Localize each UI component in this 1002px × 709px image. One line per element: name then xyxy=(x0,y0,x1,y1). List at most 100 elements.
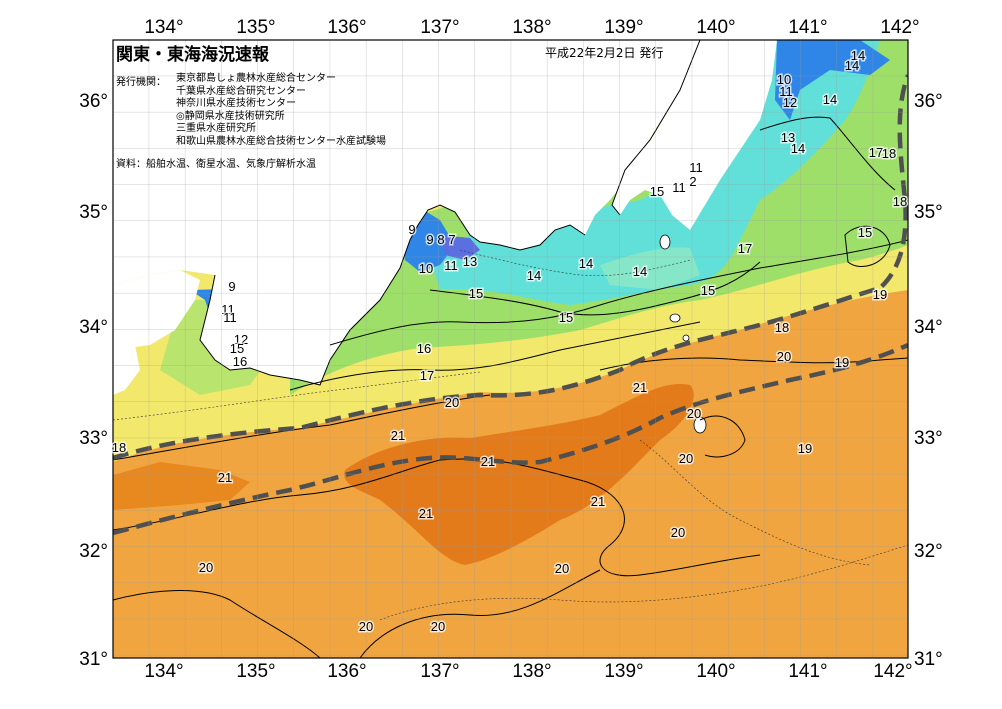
lon-label-138-bottom: 138° xyxy=(512,661,551,682)
map-title: 関東・東海海況速報 xyxy=(116,45,269,65)
isotherm-label: 12 xyxy=(783,95,797,110)
lat-label-31: 31° xyxy=(79,649,108,670)
lon-label-141-bottom: 141° xyxy=(788,661,827,682)
isotherm-label: 11 xyxy=(223,310,237,325)
lat-label-31-right: 31° xyxy=(914,649,943,670)
isotherm-label: 20 xyxy=(359,619,373,634)
isotherm-label: 14 xyxy=(633,264,647,279)
issuer-item: 神奈川県水産技術センター xyxy=(176,98,296,110)
issue-date: 平成22年2月2日 発行 xyxy=(545,46,664,60)
isotherm-label: 18 xyxy=(112,440,126,455)
issuer-item: 千葉県水産総合研究センター xyxy=(176,85,306,97)
lon-label-135-bottom: 135° xyxy=(236,661,275,682)
lon-labels-bottom: 134° 135° 136° 137° 138° 139° 140° 141° … xyxy=(144,661,912,682)
isotherm-label: 20 xyxy=(199,560,213,575)
lat-label-35-right: 35° xyxy=(914,202,943,223)
lat-labels-right: 36° 35° 34° 33° 32° 31° xyxy=(914,91,943,670)
data-source: 資料：船舶水温、衛星水温、気象庁解析水温 xyxy=(116,159,316,170)
isotherm-label: 11 xyxy=(689,160,703,175)
lon-label-139: 139° xyxy=(604,17,643,38)
isotherm-label: 21 xyxy=(391,428,405,443)
isotherm-label: 15 xyxy=(230,341,244,356)
lon-label-140-bottom: 140° xyxy=(696,661,735,682)
isotherm-label: 7 xyxy=(448,232,455,247)
isotherm-label: 9 xyxy=(426,232,433,247)
lon-label-136-bottom: 136° xyxy=(327,661,366,682)
lat-label-36: 36° xyxy=(79,91,108,112)
isotherm-label: 8 xyxy=(437,232,444,247)
lat-label-33-right: 33° xyxy=(914,428,943,449)
isotherm-label: 17 xyxy=(420,368,434,383)
isotherm-label: 20 xyxy=(431,619,445,634)
isotherm-label: 15 xyxy=(701,283,715,298)
isotherm-label: 16 xyxy=(417,341,431,356)
isotherm-label: 15 xyxy=(650,184,664,199)
lon-label-137-bottom: 137° xyxy=(420,661,459,682)
isotherm-label: 15 xyxy=(559,310,573,325)
issuer-item: 三重県水産研究所 xyxy=(176,123,256,135)
isotherm-label: 11 xyxy=(779,84,793,99)
isotherm-label: 21 xyxy=(481,454,495,469)
isotherm-label: 16 xyxy=(233,354,247,369)
lon-label-141: 141° xyxy=(788,17,827,38)
lon-label-134-bottom: 134° xyxy=(144,661,183,682)
lat-labels-left: 36° 35° 34° 33° 32° 31° xyxy=(79,91,108,670)
isotherm-label: 10 xyxy=(777,72,791,87)
isotherm-value-labels: 14 14 10 11 12 14 13 14 17 18 18 11 11 2… xyxy=(110,47,908,636)
isotherm-label: 11 xyxy=(444,258,458,273)
isotherm-label: 19 xyxy=(873,287,887,302)
isotherm-label: 15 xyxy=(858,225,872,240)
isotherm-label: 18 xyxy=(882,146,896,161)
lon-label-136: 136° xyxy=(327,17,366,38)
lat-label-32-right: 32° xyxy=(914,541,943,562)
issuer-item: 東京都島しょ農林水産総合センター xyxy=(176,73,336,84)
issuer-label: 発行機関： xyxy=(116,77,166,88)
lat-label-34: 34° xyxy=(79,317,108,338)
isotherm-label: 13 xyxy=(781,130,795,145)
lat-label-32: 32° xyxy=(79,541,108,562)
isotherm-label: 21 xyxy=(591,494,605,509)
isotherm-label: 11 xyxy=(672,180,686,195)
isotherm-label: 19 xyxy=(835,355,849,370)
isotherm-label: 14 xyxy=(845,58,859,73)
isotherm-label: 20 xyxy=(777,349,791,364)
isotherm-label: 14 xyxy=(579,256,593,271)
map-area xyxy=(113,40,908,658)
lon-label-135: 135° xyxy=(236,17,275,38)
isotherm-label: 21 xyxy=(419,506,433,521)
lon-label-142-bottom: 142° xyxy=(873,661,912,682)
isotherm-label: 12 xyxy=(234,332,248,347)
isotherm-label: 17 xyxy=(869,145,883,160)
issuer-list: 東京都島しょ農林水産総合センター 千葉県水産総合研究センター 神奈川県水産技術セ… xyxy=(176,73,386,149)
lon-label-137: 137° xyxy=(420,17,459,38)
lon-labels-top: 134° 135° 136° 137° 138° 139° 140° 141° … xyxy=(144,17,919,38)
isotherm-label: 20 xyxy=(671,525,685,540)
isotherm-label: 11 xyxy=(221,302,235,317)
isotherm-label: 20 xyxy=(445,395,459,410)
isotherm-label: 9 xyxy=(408,222,415,237)
isotherm-label: 14 xyxy=(851,48,865,63)
lat-label-34-right: 34° xyxy=(914,317,943,338)
isotherm-label: 14 xyxy=(527,268,541,283)
issuer-item: ◎静岡県水産技術研究所 xyxy=(176,110,285,122)
graticule xyxy=(113,40,908,658)
lon-label-138: 138° xyxy=(512,17,551,38)
isotherm-label: 17 xyxy=(738,241,752,256)
issuer-item: 和歌山県農林水産総合技術センター水産試験場 xyxy=(176,135,386,147)
isotherm-label: 21 xyxy=(633,380,647,395)
lon-label-134: 134° xyxy=(144,17,183,38)
isotherm-label: 18 xyxy=(893,194,907,209)
isotherm-label: 14 xyxy=(823,92,837,107)
isotherm-label: 21 xyxy=(218,470,232,485)
isotherm-label: 15 xyxy=(469,286,483,301)
isotherm-label: 14 xyxy=(791,141,805,156)
lon-label-140: 140° xyxy=(696,17,735,38)
lon-label-139-bottom: 139° xyxy=(604,661,643,682)
isotherm-label: 20 xyxy=(555,561,569,576)
isotherm-label: 18 xyxy=(775,320,789,335)
isotherm-label: 20 xyxy=(679,451,693,466)
lat-label-33: 33° xyxy=(79,428,108,449)
lat-label-36-right: 36° xyxy=(914,91,943,112)
isotherm-label: 19 xyxy=(798,441,812,456)
